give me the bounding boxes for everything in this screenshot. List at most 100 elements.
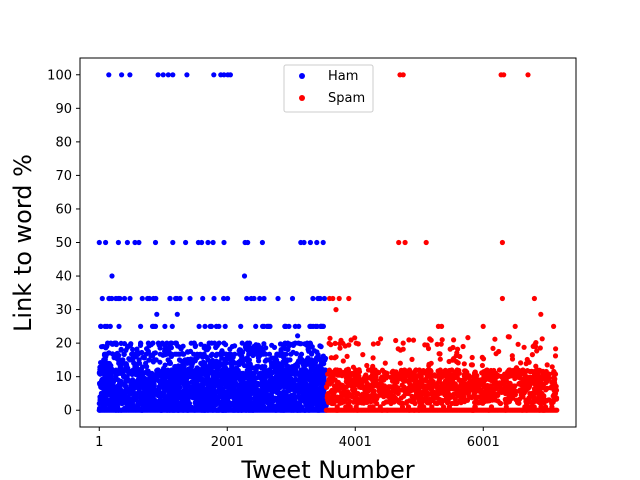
ham-point [202, 360, 208, 366]
spam-point [381, 383, 388, 389]
spam-point [461, 361, 467, 367]
ham-point [261, 323, 267, 329]
ham-point [116, 323, 122, 329]
ham-point [321, 295, 327, 302]
ham-point [160, 72, 166, 78]
spam-point [414, 389, 420, 396]
ham-point [127, 72, 133, 78]
spam-point [532, 343, 539, 350]
spam-point [450, 357, 456, 363]
spam-point [375, 340, 381, 346]
ham-point [314, 355, 320, 361]
spam-point [402, 368, 408, 374]
ham-point [277, 367, 283, 373]
ham-point [275, 360, 281, 366]
ham-point [120, 370, 126, 376]
spam-point [335, 407, 341, 413]
spam-point [476, 383, 482, 389]
ham-point [192, 356, 198, 362]
ham-point [258, 345, 264, 351]
ham-point [178, 346, 184, 352]
ham-point [161, 365, 167, 371]
ham-point [287, 404, 293, 411]
ham-point [132, 239, 138, 246]
ham-point [164, 369, 170, 376]
ham-point [240, 379, 246, 385]
spam-point [330, 375, 336, 381]
ham-point [297, 395, 304, 401]
ham-point [299, 357, 305, 363]
spam-point [539, 336, 545, 342]
spam-point [423, 376, 429, 382]
spam-point [326, 380, 332, 386]
ham-point [145, 368, 151, 374]
spam-point [535, 399, 541, 405]
ham-point [220, 398, 226, 404]
y-tick-label: 80 [55, 135, 72, 150]
ham-point [113, 387, 120, 393]
spam-point [365, 385, 371, 391]
ham-point [225, 391, 231, 397]
x-axis-label: Tweet Number [240, 456, 414, 480]
spam-point [511, 387, 518, 393]
ham-point [139, 401, 145, 408]
ham-point [104, 380, 110, 386]
ham-point [119, 72, 125, 78]
spam-point [533, 369, 539, 375]
spam-point [335, 397, 341, 403]
ham-point [101, 357, 107, 363]
ham-point [229, 343, 235, 350]
spam-point [533, 379, 539, 385]
ham-point [247, 340, 253, 346]
ham-point [248, 382, 254, 388]
spam-point [460, 343, 466, 350]
spam-point [538, 311, 544, 317]
spam-point [346, 295, 352, 302]
spam-point [427, 396, 433, 402]
spam-point [332, 340, 338, 346]
spam-point [360, 352, 366, 358]
spam-point [391, 399, 397, 405]
ham-point [126, 356, 132, 362]
spam-point [472, 404, 478, 410]
ham-point [117, 357, 123, 363]
spam-point [422, 370, 428, 376]
ham-point [209, 364, 215, 370]
spam-point [332, 387, 338, 393]
ham-point [170, 72, 176, 78]
ham-point [261, 341, 267, 347]
ham-point [162, 346, 168, 353]
ham-point [309, 351, 315, 357]
ham-point [230, 354, 236, 360]
ham-point [189, 374, 195, 380]
ham-point [227, 400, 233, 406]
ham-point [307, 341, 314, 347]
ham-point [222, 358, 228, 365]
ham-point [130, 389, 136, 395]
spam-point [359, 395, 365, 402]
spam-point [400, 72, 406, 78]
spam-point [470, 383, 476, 389]
ham-point [156, 370, 162, 376]
spam-point [332, 367, 339, 373]
ham-point [214, 381, 220, 387]
y-axis-ticks: 0 10 20 30 40 50 60 70 80 90 100 [47, 68, 80, 419]
spam-point [464, 383, 470, 389]
spam-point [499, 387, 505, 393]
ham-point [106, 295, 112, 302]
ham-point [317, 343, 323, 349]
ham-point [273, 385, 279, 392]
spam-point [457, 377, 463, 383]
ham-point [107, 364, 113, 370]
spam-point [398, 367, 404, 373]
ham-point [122, 382, 128, 388]
spam-point [475, 377, 481, 383]
ham-point [176, 394, 183, 400]
ham-point [254, 364, 260, 370]
ham-point [99, 383, 105, 390]
ham-point [137, 342, 144, 348]
spam-point [336, 295, 342, 302]
ham-point [254, 394, 260, 400]
x-axis-ticks: 1 2001 4001 6001 [95, 427, 500, 450]
spam-point [381, 377, 387, 383]
